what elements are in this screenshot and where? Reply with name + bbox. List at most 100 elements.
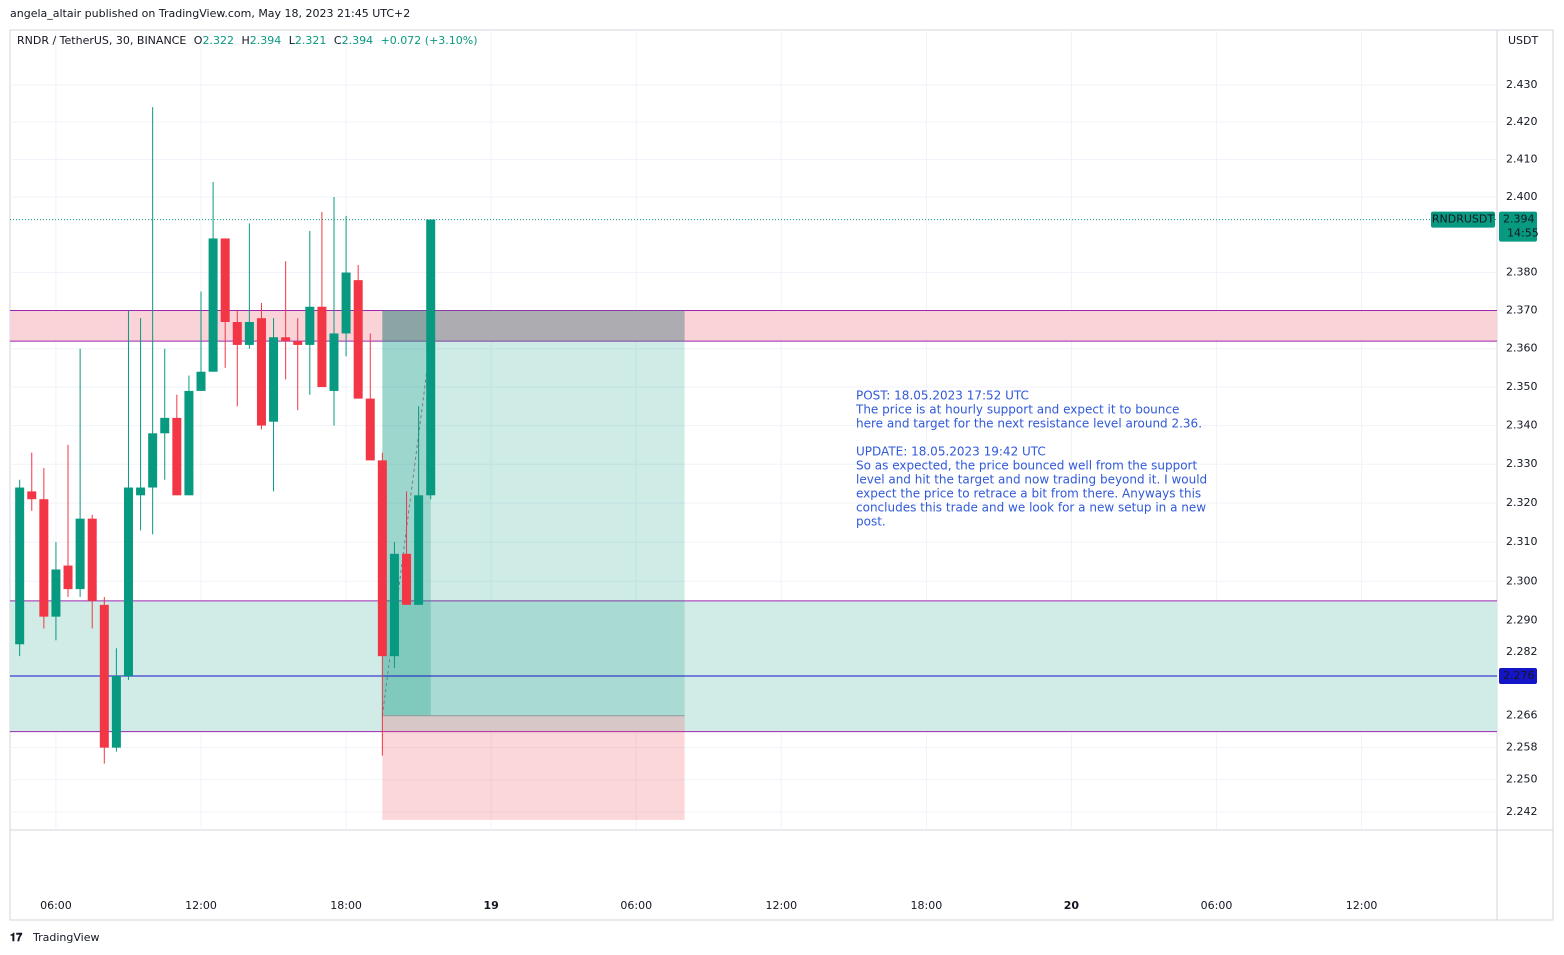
axes: 2.430 2.420 2.410 2.400 2.380 2.370 2.360 2.350… [40,78,1539,912]
symbol-label: RNDRUSDT [1432,213,1494,226]
annotation-line: expect the price to retrace a bit from t… [856,487,1201,501]
y-tick-label: 2.250 [1506,773,1538,786]
ohlc-key: O [194,34,203,47]
ohlc-value: 2.394 [342,34,374,47]
candle-body [293,341,303,345]
ohlc-value: 2.394 [250,34,282,47]
annotation-line: here and target for the next resistance … [856,417,1202,431]
price-label-bg [1499,211,1537,242]
change: +0.072 (+3.10%) [381,34,478,47]
annotation-line: level and hit the target and now trading… [856,473,1207,487]
header: RNDR / TetherUS, 30, BINANCE O2.322 H2.3… [17,34,478,47]
candle-body [75,518,85,590]
price-label: 2.394 [1503,213,1535,226]
zone [10,600,1497,732]
candle-body [136,487,146,496]
candle-body [232,321,242,345]
y-tick-label: 2.370 [1506,304,1538,317]
candle-body [184,390,194,496]
y-tick-label: 2.420 [1506,115,1538,128]
attribution: angela_altair published on TradingView.c… [10,7,410,20]
footer-logo: 𝟏𝟕 TradingView [10,931,99,944]
candle-body [172,417,182,496]
candle-body [365,398,375,461]
ohlc-key: C [334,34,342,47]
candle-body [389,553,399,657]
annotation-line: concludes this trade and we look for a n… [856,501,1206,515]
countdown-label: 14:55 [1507,227,1539,240]
candle-body [244,321,254,345]
y-tick-label: 2.242 [1506,805,1538,818]
level-label: 2.276 [1503,669,1535,682]
x-tick-label: 18:00 [911,899,943,912]
candle-body [63,565,73,590]
candle-body [148,433,158,488]
ohlc-key: H [241,34,249,47]
candle-body [160,417,170,434]
x-tick-label: 18:00 [330,899,362,912]
annotation-line: So as expected, the price bounced well f… [856,459,1197,473]
candle-body [353,280,363,399]
y-tick-label: 2.266 [1506,709,1538,722]
annotation-line: POST: 18.05.2023 17:52 UTC [856,389,1029,403]
candle-body [123,487,133,676]
x-tick-label: 20 [1064,899,1080,912]
candle-body [111,675,121,748]
candle-body [341,272,351,334]
candle-body [281,337,291,342]
x-tick-label: 06:00 [620,899,652,912]
y-tick-label: 2.310 [1506,535,1538,548]
x-tick-label: 06:00 [1201,899,1233,912]
candle-body [87,518,97,601]
level-label-bg [1499,667,1537,684]
x-tick-label: 06:00 [40,899,72,912]
candle-body [426,219,436,496]
candle-body [27,491,37,500]
candle-body [377,460,387,657]
candle-body [208,238,218,372]
x-tick-label: 12:00 [185,899,217,912]
candle-body [402,553,412,605]
y-tick-label: 2.430 [1506,78,1538,91]
y-tick-label: 2.400 [1506,190,1538,203]
x-tick-label: 19 [484,899,499,912]
currency: USDT [1508,34,1539,47]
candle-body [99,604,109,748]
y-tick-label: 2.330 [1506,457,1538,470]
candle-body [39,499,49,617]
y-tick-label: 2.350 [1506,380,1538,393]
y-tick-label: 2.410 [1506,152,1538,165]
annotation-line: The price is at hourly support and expec… [855,403,1179,417]
x-tick-label: 12:00 [765,899,797,912]
annotation-line: post. [856,515,886,529]
y-tick-label: 2.258 [1506,741,1538,754]
symbol: RNDR / TetherUS, 30, BINANCE [17,34,186,47]
footer: TradingView [32,931,99,944]
logo-mark: 𝟏𝟕 [10,931,23,944]
y-tick-label: 2.340 [1506,419,1538,432]
y-tick-label: 2.290 [1506,614,1538,627]
candle-body [317,306,327,388]
ohlc-value: 2.321 [295,34,327,47]
x-tick-label: 12:00 [1346,899,1378,912]
candle-body [15,487,25,645]
candle-body [414,495,424,605]
ohlc-key: L [289,34,296,47]
stop-zone [382,715,685,820]
candle-body [51,569,61,617]
candle-body [220,238,230,322]
y-tick-label: 2.300 [1506,574,1538,587]
annotation-line: UPDATE: 18.05.2023 19:42 UTC [856,445,1046,459]
candle-body [329,333,339,391]
symbol-label-bg [1431,211,1495,228]
y-tick-label: 2.380 [1506,266,1538,279]
candle-body [256,318,266,426]
y-tick-label: 2.282 [1506,645,1538,658]
y-tick-label: 2.320 [1506,496,1538,509]
candle-body [305,306,315,345]
candle-body [196,371,206,391]
candle-body [269,337,279,422]
ohlc-value: 2.322 [202,34,234,47]
